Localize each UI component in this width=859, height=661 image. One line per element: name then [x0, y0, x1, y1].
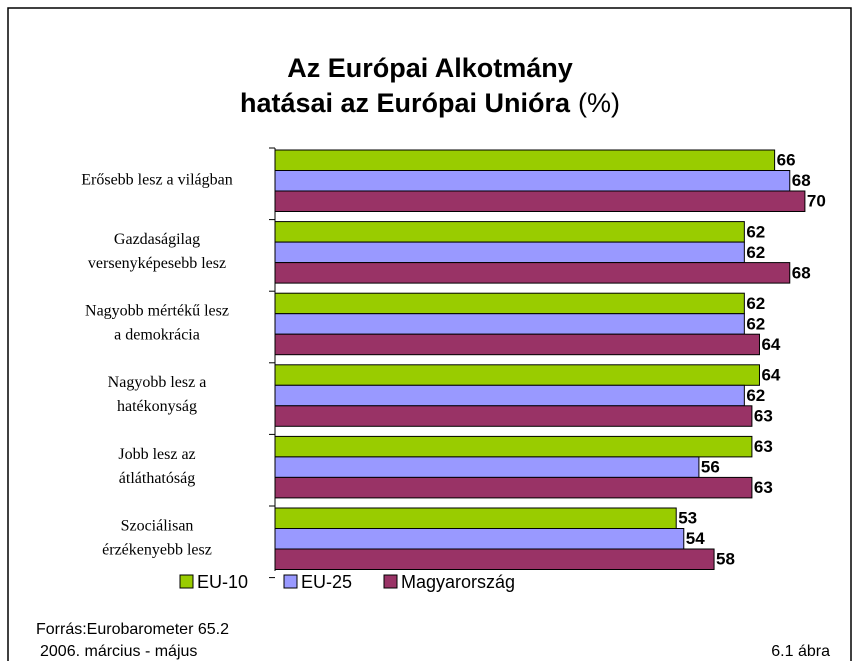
category-label: Szociálisan	[121, 517, 194, 534]
category-label: a demokrácia	[114, 327, 200, 344]
bar	[274, 435, 753, 458]
value-label: 54	[686, 529, 705, 548]
period: 2006. március - május	[40, 643, 197, 660]
bar	[274, 190, 806, 212]
chart-title: hatásai az Európai Unióra (%)	[240, 88, 620, 118]
bar	[274, 528, 685, 550]
legend-swatch	[179, 574, 194, 589]
value-label: 63	[754, 478, 773, 497]
legend-label: Magyarország	[401, 572, 515, 592]
bar	[274, 313, 745, 335]
bar	[274, 333, 760, 356]
value-label: 68	[792, 171, 811, 190]
category-label: átláthatóság	[119, 470, 195, 487]
value-label: 64	[761, 335, 780, 354]
bar	[274, 456, 700, 478]
bar	[274, 384, 745, 407]
value-label: 68	[792, 263, 811, 282]
legend-label: EU-25	[301, 572, 352, 592]
value-label: 63	[754, 407, 773, 426]
legend-swatch	[283, 574, 298, 589]
bar	[274, 405, 753, 427]
value-label: 53	[678, 509, 697, 528]
frame	[7, 7, 852, 661]
bar	[274, 364, 760, 386]
category-label: Gazdaságilag	[114, 231, 200, 248]
value-label: 62	[746, 314, 765, 333]
category-label: hatékonyság	[117, 398, 197, 415]
chart-title-unit: (%)	[578, 88, 620, 118]
value-label: 62	[746, 294, 765, 313]
category-label: Nagyobb lesz a	[108, 374, 207, 391]
category-label: érzékenyebb lesz	[102, 541, 212, 558]
value-label: 64	[761, 366, 780, 385]
chart-title: Az Európai Alkotmány	[287, 53, 573, 83]
legend-label: EU-10	[197, 572, 248, 592]
bar	[274, 476, 753, 499]
category-label: Nagyobb mértékű lesz	[85, 303, 229, 320]
value-label: 66	[777, 151, 796, 170]
bar	[274, 507, 677, 529]
value-label: 70	[807, 192, 826, 211]
category-label: versenyképesebb lesz	[88, 255, 226, 272]
bar	[274, 262, 791, 284]
bar	[274, 292, 745, 315]
value-label: 58	[716, 550, 735, 569]
value-label: 62	[746, 386, 765, 405]
value-label: 56	[701, 458, 720, 477]
value-label: 62	[746, 222, 765, 241]
chart-title: hatásai az Európai Unióra	[240, 88, 571, 118]
legend-swatch	[383, 574, 398, 589]
bar	[274, 548, 715, 570]
value-label: 62	[746, 243, 765, 262]
bar	[274, 149, 776, 171]
bar	[274, 241, 745, 264]
source: Forrás:Eurobarometer 65.2	[36, 621, 229, 638]
category-label: Erősebb lesz a világban	[81, 171, 233, 188]
bar	[274, 170, 791, 192]
figure-number: 6.1 ábra	[771, 643, 830, 660]
bar	[274, 221, 745, 243]
category-label: Jobb lesz az	[118, 446, 195, 463]
value-label: 63	[754, 437, 773, 456]
